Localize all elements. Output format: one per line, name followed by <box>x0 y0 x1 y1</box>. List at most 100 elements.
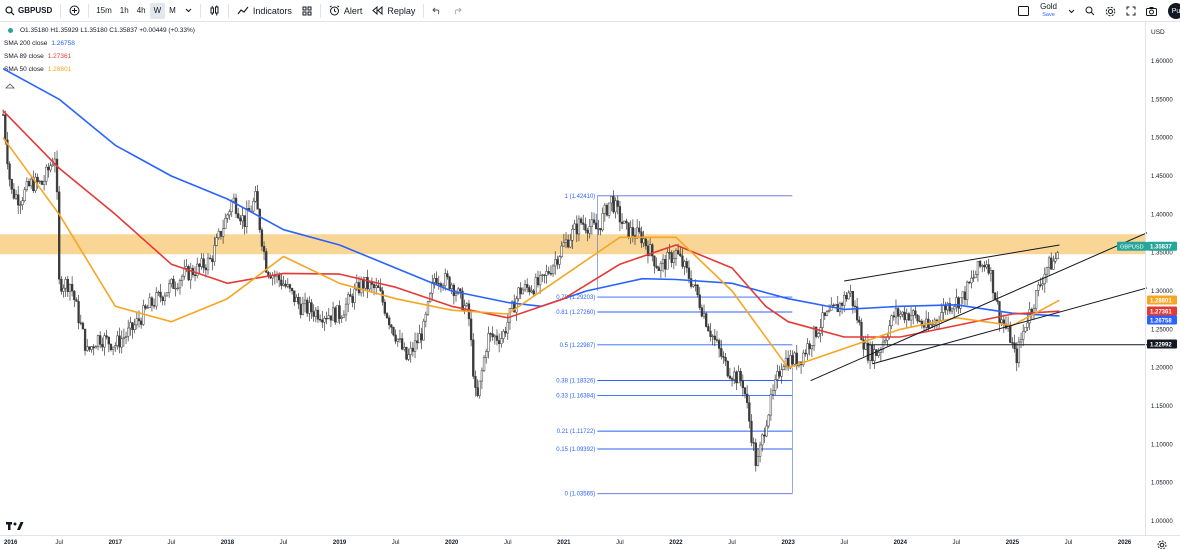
redo-icon <box>455 7 463 15</box>
settings-button[interactable] <box>1100 0 1121 22</box>
candle-down <box>75 299 78 302</box>
redo-button[interactable] <box>447 0 467 22</box>
templates-button[interactable] <box>297 0 317 22</box>
candle-down <box>390 324 393 328</box>
candle-down <box>107 336 110 345</box>
candle-down <box>476 387 479 396</box>
undo-button[interactable] <box>427 0 447 22</box>
price-tick-label: 1.25000 <box>1151 327 1173 333</box>
candle-down <box>963 291 967 300</box>
candle-up <box>375 285 378 289</box>
candle-down <box>372 284 376 289</box>
avatar[interactable]: Pu <box>1168 3 1180 19</box>
candle-up <box>230 201 233 212</box>
currency-label[interactable]: USD <box>1151 29 1165 36</box>
price-tick-label: 1.55000 <box>1151 97 1173 103</box>
quick-search-button[interactable] <box>1080 0 1100 22</box>
price-tick-label: 1.60000 <box>1151 59 1173 65</box>
axis-settings-button[interactable] <box>1157 537 1167 549</box>
candle-up <box>558 256 561 265</box>
candle-up <box>1019 339 1023 343</box>
candle-up <box>232 197 236 202</box>
price-badge <box>1147 241 1177 251</box>
indicators-button[interactable]: Indicators <box>232 0 297 22</box>
alert-button[interactable]: Alert <box>324 0 368 22</box>
candle-up <box>226 214 229 219</box>
candle-up <box>877 352 880 356</box>
candle-up <box>961 291 964 299</box>
candle-up <box>42 180 46 185</box>
replay-button[interactable]: Replay <box>367 0 420 22</box>
interval-15m[interactable]: 15m <box>96 6 112 15</box>
candle-up <box>221 228 225 237</box>
candle-down <box>715 339 719 341</box>
time-tick-label: Jul <box>728 540 736 546</box>
candle-down <box>280 279 283 286</box>
candle-down <box>70 284 74 292</box>
candle-down <box>983 264 986 268</box>
candle-up <box>189 267 192 281</box>
candle-up <box>286 284 289 287</box>
chevron-down-icon <box>1068 9 1075 13</box>
price-tick-label: 1.00000 <box>1151 519 1173 525</box>
candle-up <box>465 303 468 306</box>
candle-down <box>739 371 742 382</box>
candle-up <box>426 301 430 315</box>
candle-down <box>469 318 473 341</box>
candle-down <box>720 348 723 357</box>
layout-dropdown[interactable] <box>1063 0 1080 22</box>
candle-up <box>554 259 557 267</box>
candle-down <box>651 244 654 257</box>
interval-W[interactable]: W <box>149 2 166 19</box>
candle-down <box>379 287 382 292</box>
candle-down <box>612 196 615 213</box>
candle-up <box>758 444 762 457</box>
candle-up <box>868 344 872 361</box>
candle-down <box>1 114 5 116</box>
price-tick-label: 1.20000 <box>1151 366 1173 372</box>
candle-down <box>584 224 587 231</box>
fullscreen-button[interactable] <box>1121 0 1141 22</box>
symbol-search[interactable]: GBPUSD <box>0 0 57 22</box>
layout-select-button[interactable] <box>1013 0 1034 22</box>
candle-up <box>771 390 775 395</box>
candle-up <box>133 324 136 331</box>
candle-up <box>970 277 973 284</box>
candle-up <box>847 292 850 300</box>
sma200-row[interactable]: SMA 200 close 1.26758 <box>4 37 195 50</box>
interval-4h[interactable]: 4h <box>136 6 146 15</box>
interval-1h[interactable]: 1h <box>119 6 129 15</box>
candle-up <box>215 237 218 246</box>
candle-down <box>79 322 82 324</box>
candle-down <box>495 335 499 341</box>
interval-dropdown[interactable] <box>180 0 197 22</box>
layout-name[interactable]: Gold Save <box>1034 3 1063 19</box>
chart-type-button[interactable] <box>204 0 225 22</box>
candle-up <box>217 231 220 238</box>
candle-down <box>724 357 727 362</box>
candle-up <box>827 310 831 312</box>
candle-down <box>664 258 667 270</box>
candle-up <box>659 263 663 271</box>
fib-level-label: 0 (1.03565) <box>565 492 596 498</box>
time-tick-label: 2026 <box>1118 540 1132 546</box>
candle-down <box>567 239 570 248</box>
candle-down <box>388 317 391 326</box>
candle-up <box>843 294 846 306</box>
candle-up <box>25 181 28 190</box>
candle-down <box>579 218 583 224</box>
candle-down <box>638 227 641 233</box>
interval-M[interactable]: M <box>169 6 176 15</box>
compare-symbol-button[interactable] <box>64 0 85 22</box>
candle-up <box>789 355 792 369</box>
sma89-row[interactable]: SMA 89 close 1.27361 <box>4 50 195 63</box>
candle-up <box>148 297 151 308</box>
candle-up <box>196 263 199 276</box>
collapse-legend-icon[interactable] <box>5 83 15 89</box>
snapshot-button[interactable] <box>1141 0 1162 22</box>
price-tick-label: 1.30000 <box>1151 289 1173 295</box>
price-chart[interactable]: 1 (1.42410) 0.78 (1.29203) 0.81 (1.27260) 0… <box>0 22 1180 549</box>
candle-down <box>161 296 164 302</box>
price-badge-label: 1.26758 <box>1150 318 1172 324</box>
sma50-row[interactable]: SMA 50 close 1.28801 <box>4 63 195 76</box>
